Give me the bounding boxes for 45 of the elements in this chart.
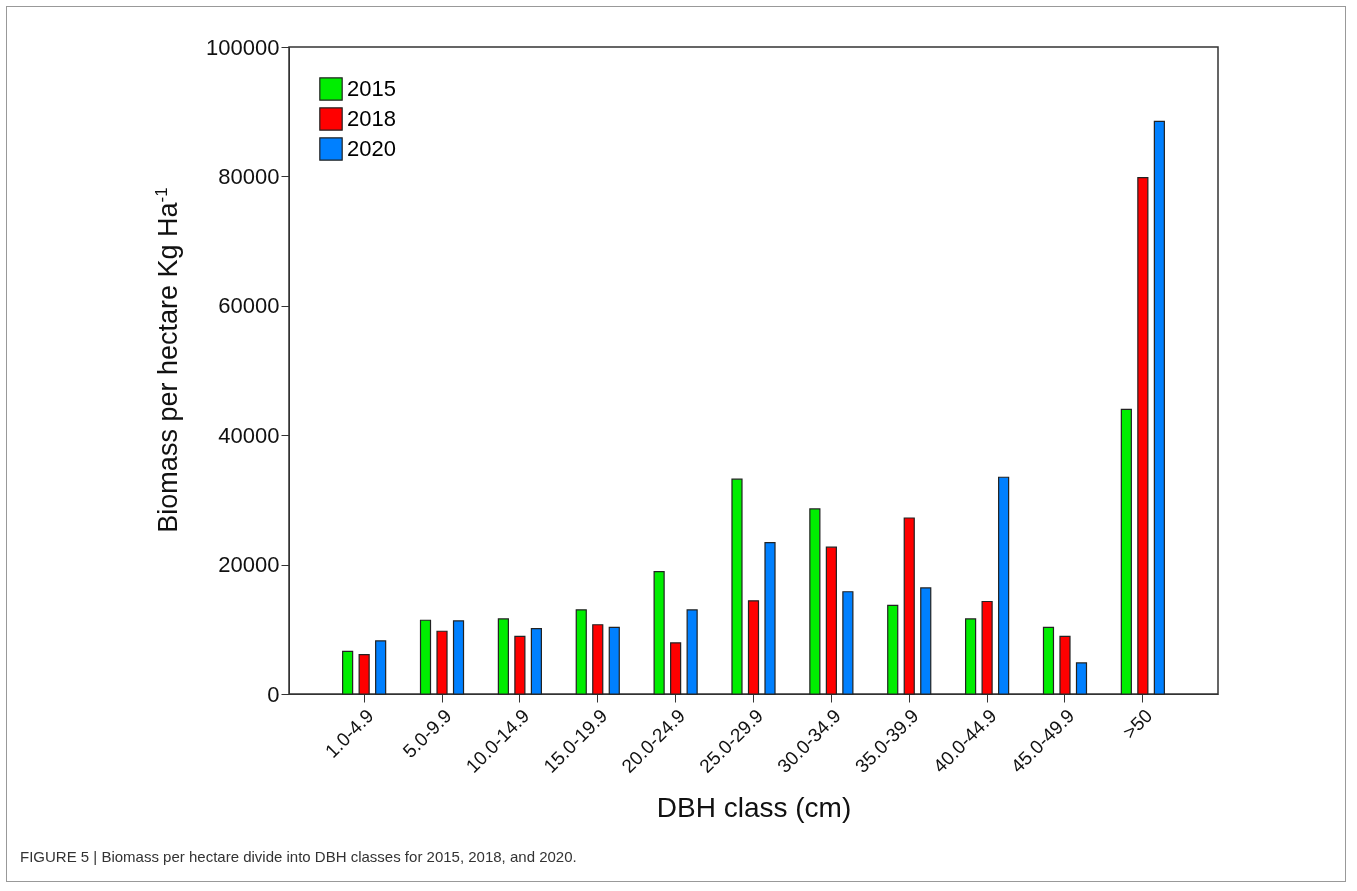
y-tick-label: 80000 <box>218 163 280 189</box>
bar <box>981 600 993 695</box>
bar <box>670 642 682 695</box>
y-tick-label: 40000 <box>218 422 280 448</box>
bar <box>1137 177 1149 695</box>
bar <box>1075 662 1088 695</box>
y-tick-label: 0 <box>267 681 280 707</box>
bar <box>842 591 854 695</box>
bar <box>592 624 604 695</box>
bar <box>1120 408 1132 695</box>
bar <box>965 618 977 695</box>
bar <box>514 635 526 695</box>
bar <box>1042 626 1055 695</box>
bar <box>903 517 915 695</box>
bar <box>653 571 665 695</box>
bar <box>436 630 448 695</box>
x-axis-title: DBH class (cm) <box>656 791 852 823</box>
bar <box>358 653 370 695</box>
bar <box>608 626 620 695</box>
bar <box>887 604 899 695</box>
bar <box>747 600 760 695</box>
bar <box>809 508 821 695</box>
y-tick-label: 100000 <box>206 34 280 60</box>
bar <box>497 618 509 695</box>
bar <box>825 546 837 695</box>
bar <box>342 650 354 695</box>
bar <box>575 609 587 695</box>
legend-label: 2015 <box>347 76 396 101</box>
bar <box>920 587 932 695</box>
bar <box>530 628 542 695</box>
bar <box>764 542 776 695</box>
bar <box>375 640 387 695</box>
x-tick-label: >50 <box>1118 705 1157 743</box>
bar <box>1153 120 1165 695</box>
legend-label: 2020 <box>347 136 396 161</box>
y-tick-label: 20000 <box>218 552 280 578</box>
bar <box>419 619 432 695</box>
bar <box>452 620 465 695</box>
y-tick-label: 60000 <box>218 293 280 319</box>
caption: FIGURE 5 | Biomass per hectare divide into DBH classes for 2015, 2018, and 2020. <box>20 848 577 865</box>
bar <box>1059 635 1071 695</box>
legend-label: 2018 <box>347 106 396 131</box>
bar <box>686 609 698 695</box>
bar <box>731 478 743 695</box>
bar <box>998 476 1010 695</box>
